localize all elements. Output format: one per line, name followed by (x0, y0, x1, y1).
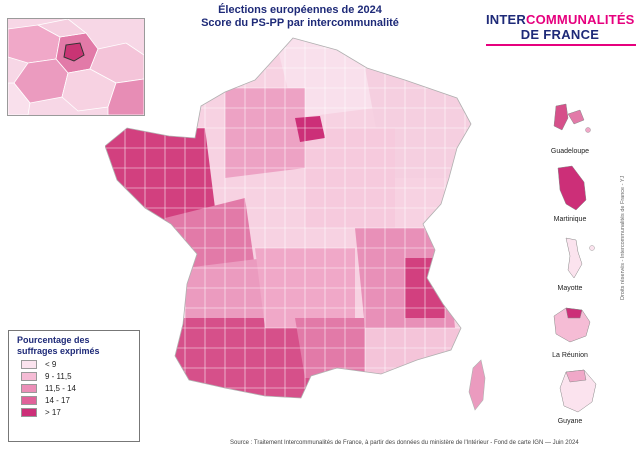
legend-swatch (21, 360, 37, 369)
label-reunion: La Réunion (552, 352, 588, 359)
legend-item: > 17 (21, 408, 139, 417)
legend-item: 9 - 11,5 (21, 372, 139, 381)
brand-word-communalites: COMMUNALITÉS (526, 12, 635, 27)
label-mayotte: Mayotte (557, 285, 583, 292)
legend-swatch (21, 408, 37, 417)
brand-word-inter: INTER (486, 12, 526, 27)
brand-line-2: DE FRANCE (520, 27, 600, 42)
paris-inset-graphic (7, 18, 145, 116)
martinique-map (557, 165, 587, 211)
guyane-map (559, 369, 597, 413)
legend-title-line-2: suffrages exprimés (17, 346, 100, 356)
brand-rule (486, 44, 636, 46)
rights-note: Droits réservés - Intercommunalités de F… (620, 175, 626, 300)
label-guyane: Guyane (557, 418, 583, 425)
legend-item: 11,5 - 14 (21, 384, 139, 393)
label-guadeloupe: Guadeloupe (550, 148, 590, 155)
map-title: Élections européennes de 2024 Score du P… (180, 4, 420, 30)
brand-logo: INTERCOMMUNALITÉS DE FRANCE (486, 12, 636, 46)
legend-item-label: > 17 (45, 408, 61, 417)
label-martinique: Martinique (553, 216, 587, 223)
legend-swatch (21, 396, 37, 405)
reunion-map (553, 307, 591, 343)
paris-inset-map (7, 18, 145, 116)
legend-swatch (21, 384, 37, 393)
legend-title-line-1: Pourcentage des (17, 335, 90, 345)
legend: Pourcentage des suffrages exprimés < 9 9… (8, 330, 140, 442)
title-line-2: Score du PS-PP par intercommunalité (201, 17, 399, 29)
title-line-1: Élections européennes de 2024 (218, 4, 382, 16)
legend-item: 14 - 17 (21, 396, 139, 405)
legend-item-label: < 9 (45, 360, 57, 369)
mayotte-map (565, 237, 595, 279)
source-note: Source : Traitement Intercommunalités de… (230, 440, 579, 446)
legend-item: < 9 (21, 360, 139, 369)
guadeloupe-map (553, 103, 591, 133)
legend-item-label: 14 - 17 (45, 396, 70, 405)
legend-item-label: 9 - 11,5 (45, 372, 72, 381)
legend-swatch (21, 372, 37, 381)
france-choropleth-map (105, 37, 486, 411)
legend-item-label: 11,5 - 14 (45, 384, 76, 393)
